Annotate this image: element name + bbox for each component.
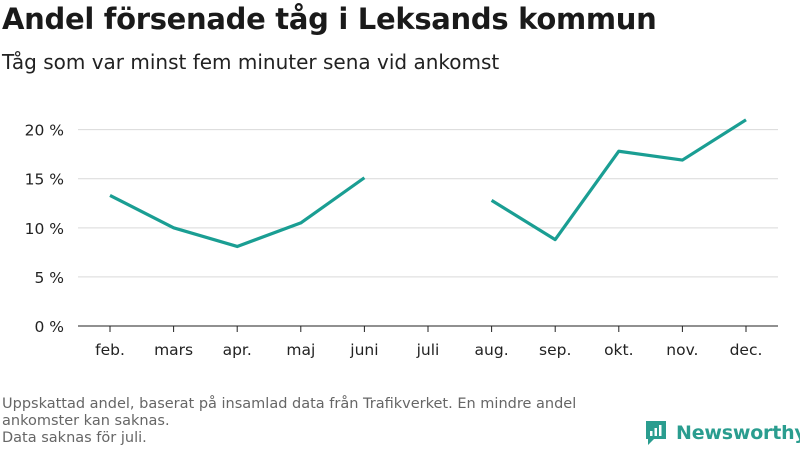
x-tick-label: okt. [604,341,633,359]
series-line-segment [490,118,747,242]
x-tick-label: maj [286,341,315,359]
newsworthy-logo-text: Newsworthy [676,422,800,444]
footnote-line-2: Data saknas för juli. [2,430,147,446]
y-tick-label: 20 % [25,122,64,140]
chart-title: Andel försenade tåg i Leksands kommun [2,2,657,36]
chart-footnote: Uppskattad andel, baserat på insamlad da… [2,396,632,447]
series-line-segment [109,176,366,249]
y-tick-label: 5 % [34,269,64,287]
line-chart: 0 % 5 % 10 % 15 % 20 % feb. mars apr. maj juni jul… [25,118,778,359]
footnote-line-1: Uppskattad andel, baserat på insamlad da… [2,396,577,429]
x-tick-label: mars [154,341,193,359]
x-tick-label: aug. [475,341,509,359]
x-tick-label: juni [349,341,378,359]
x-tick-label: nov. [666,341,698,359]
x-tick-label: sep. [539,341,571,359]
x-tick-label: juli [416,341,440,359]
y-tick-label: 10 % [25,220,64,238]
newsworthy-logo-icon [646,421,666,445]
newsworthy-logo: Newsworthy [644,419,800,447]
x-tick-label: feb. [95,341,125,359]
y-tick-label: 15 % [25,171,64,189]
x-tick-label: dec. [730,341,763,359]
y-tick-label: 0 % [34,318,64,336]
x-tick-label: apr. [223,341,252,359]
chart-subtitle: Tåg som var minst fem minuter sena vid a… [2,50,500,74]
